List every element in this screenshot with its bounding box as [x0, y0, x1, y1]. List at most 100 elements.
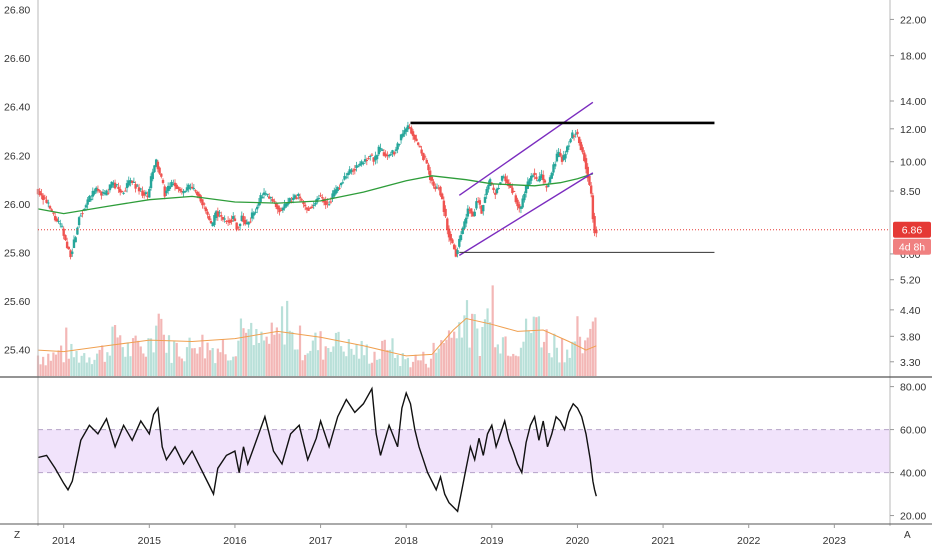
- candle-body: [101, 192, 105, 194]
- volume-bar: [524, 318, 528, 376]
- timezone-button[interactable]: Z: [14, 530, 21, 541]
- candle-body: [115, 184, 118, 186]
- candle-body: [221, 217, 225, 220]
- volume-bar: [504, 336, 507, 376]
- volume-bar: [224, 354, 227, 376]
- volume-bar: [147, 338, 150, 376]
- volume-bar: [548, 352, 551, 376]
- candle-body: [141, 190, 144, 196]
- candle-body: [137, 187, 141, 192]
- volume-bar: [401, 353, 404, 376]
- volume-bar: [388, 349, 392, 376]
- volume-bar: [381, 340, 384, 376]
- candle-body: [72, 239, 76, 248]
- volume-bar: [350, 348, 353, 376]
- candle-body: [377, 146, 380, 155]
- volume-bar: [499, 353, 502, 376]
- candle-body: [153, 165, 156, 173]
- candle-body: [95, 187, 98, 192]
- candle-body: [47, 202, 50, 204]
- volume-bar: [370, 362, 374, 376]
- countdown-label: 4d 8h: [899, 242, 925, 254]
- volume-bar: [586, 337, 589, 376]
- volume-bar: [527, 330, 530, 376]
- candle-body: [100, 191, 103, 196]
- candle-body: [449, 233, 452, 241]
- volume-bar: [291, 331, 294, 376]
- left-axis-tick-label: 25.60: [4, 296, 30, 308]
- candle-body: [190, 186, 194, 189]
- volume-bar: [555, 347, 559, 376]
- volume-bar: [363, 355, 366, 376]
- candle-body: [514, 195, 518, 203]
- candle-body: [40, 193, 43, 196]
- candle-body: [184, 190, 187, 192]
- candle-body: [351, 170, 355, 172]
- candle-body: [499, 182, 502, 185]
- candle-body: [74, 237, 77, 243]
- candle-body: [487, 184, 490, 190]
- candle-body: [240, 215, 243, 221]
- volume-bar: [581, 353, 584, 376]
- candle-body: [156, 161, 160, 170]
- candle-body: [540, 174, 543, 178]
- candle-body: [500, 175, 504, 181]
- volume-bar: [453, 331, 456, 376]
- candle-body: [401, 133, 404, 137]
- candle-body: [213, 215, 216, 226]
- volume-bar: [463, 315, 466, 376]
- rsi-axis-tick-label: 40.00: [900, 468, 926, 480]
- volume-bar: [234, 356, 237, 376]
- candle-body: [208, 216, 211, 220]
- label-layer: 6.86 4d 8h: [38, 221, 931, 255]
- volume-bar: [327, 348, 330, 376]
- candle-body: [288, 198, 291, 203]
- volume-bar: [75, 351, 78, 376]
- candle-body: [324, 200, 327, 206]
- candle-body: [267, 196, 271, 199]
- volume-bar: [573, 341, 576, 376]
- volume-bar: [160, 318, 163, 376]
- volume-bar: [360, 340, 363, 376]
- auto-scale-button[interactable]: A: [904, 530, 911, 541]
- drawings-layer[interactable]: [410, 101, 715, 257]
- right-axis-tick-label: 14.00: [900, 96, 926, 108]
- candle-body: [370, 154, 374, 156]
- volume-bar: [558, 362, 561, 376]
- candle-body: [144, 192, 148, 195]
- time-axis-tick-label: 2023: [823, 535, 847, 547]
- candle-body: [125, 183, 129, 189]
- volume-bar: [88, 357, 91, 376]
- candle-body: [415, 138, 418, 142]
- volume-bar: [571, 341, 574, 376]
- candle-body: [348, 169, 351, 174]
- candle-body: [406, 125, 410, 130]
- volume-bar: [247, 329, 250, 376]
- volume-bar: [545, 329, 548, 376]
- volume-bar: [553, 333, 556, 376]
- candle-body: [154, 159, 158, 167]
- volume-bar: [432, 342, 435, 376]
- volume-bar: [219, 352, 222, 376]
- volume-bar: [42, 356, 45, 376]
- candle-body: [168, 186, 172, 189]
- volume-bar: [39, 364, 42, 376]
- volume-bar: [144, 356, 147, 376]
- candle-body: [216, 211, 220, 217]
- volume-bar: [175, 342, 178, 376]
- candle-body: [302, 201, 305, 205]
- volume-bar: [378, 358, 381, 376]
- candle-body: [502, 176, 506, 178]
- candle-body: [124, 190, 127, 192]
- candle-body: [485, 188, 488, 195]
- candle-body: [91, 190, 95, 197]
- candle-body: [399, 134, 403, 141]
- candle-body: [504, 176, 507, 182]
- volume-bar: [522, 341, 525, 376]
- candle-body: [261, 196, 264, 199]
- candle-body: [425, 159, 428, 164]
- left-axis-tick-label: 25.80: [4, 247, 30, 259]
